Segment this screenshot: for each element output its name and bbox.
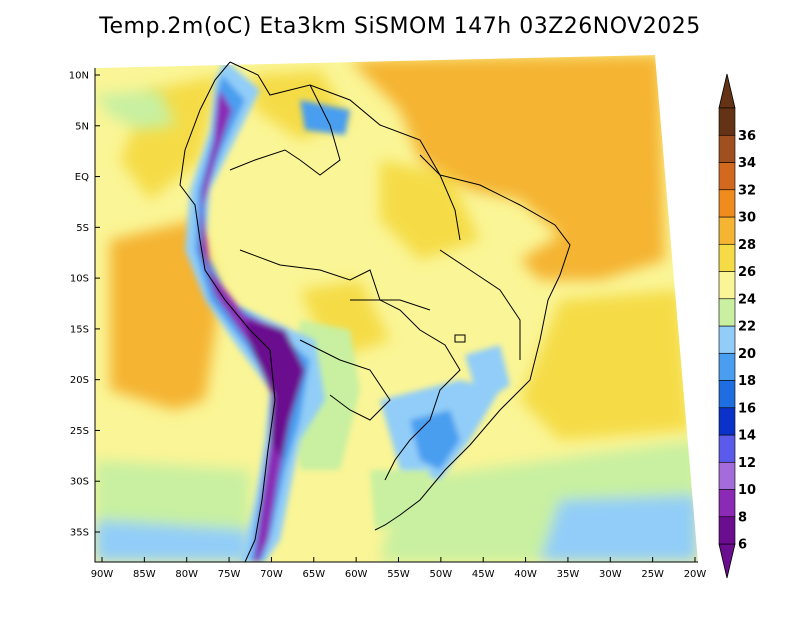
map-frame-axes [94, 68, 698, 563]
lat-tick-label: 20S [70, 375, 89, 386]
colorbar-segment [718, 271, 736, 300]
field-south-pacific-cold [95, 520, 250, 562]
map-title: Temp.2m(oC) Eta3km SiSMOM 147h 03Z26NOV2… [99, 14, 701, 39]
lon-tick-label: 60W [345, 569, 368, 580]
colorbar-level-label: 24 [738, 292, 756, 307]
guianas-border [419, 154, 461, 241]
colorbar-segment [718, 407, 736, 436]
colorbar-level-label: 12 [738, 456, 756, 471]
country-boundaries [179, 61, 571, 563]
field-amazon-warm [380, 160, 480, 260]
colorbar-level-label: 14 [738, 429, 756, 444]
latitude-axis: 10N 5N EQ 5S 10S 15S 20S 25S 30S 35S [69, 71, 100, 539]
field-panama-cool [95, 90, 175, 130]
lon-tick-label: 80W [175, 569, 198, 580]
lat-tick-label: 15S [70, 324, 89, 335]
colorbar-level-label: 6 [738, 538, 747, 553]
colorbar-max-arrow [718, 73, 736, 109]
colombia-venezuela-border [229, 84, 341, 176]
bolivia-paraguay-border [299, 339, 391, 421]
lat-tick-label: 25S [70, 426, 89, 437]
lon-tick-label: 30W [599, 569, 622, 580]
colorbar-segment [718, 461, 736, 490]
colorbar-segment [718, 516, 736, 545]
pacific-coastline [179, 61, 276, 563]
lat-tick-label: 10N [69, 71, 89, 82]
field-atlantic-mid [520, 290, 690, 440]
lon-tick-label: 25W [641, 569, 664, 580]
distrito-federal [454, 334, 466, 343]
field-atlantic-warm [350, 55, 665, 280]
state-border-1 [439, 249, 521, 360]
colorbar-level-label: 32 [738, 183, 756, 198]
lon-tick-label: 40W [514, 569, 537, 580]
colorbar-level-label: 34 [738, 156, 756, 171]
lon-tick-label: 85W [133, 569, 156, 580]
lon-tick-label: 45W [472, 569, 495, 580]
colorbar-segment [718, 216, 736, 245]
colorbar-segment [718, 352, 736, 381]
lat-tick-label: 5S [76, 223, 89, 234]
lon-tick-label: 90W [91, 569, 114, 580]
colorbar-segment [718, 243, 736, 272]
lat-tick-label: 30S [70, 477, 89, 488]
field-uruguay-cool [370, 470, 430, 530]
colorbar-segment [718, 134, 736, 163]
lat-tick-label: 35S [70, 528, 89, 539]
colorbar-segment [718, 380, 736, 409]
colorbar-level-label: 30 [738, 211, 756, 226]
colorbar-segment [718, 325, 736, 354]
colorbar-level-label: 8 [738, 510, 747, 525]
colorbar-level-label: 16 [738, 401, 756, 416]
colorbar-segment [718, 489, 736, 518]
field-serra-cold [410, 410, 460, 470]
colorbar-min-arrow [718, 543, 736, 579]
lon-tick-label: 35W [557, 569, 580, 580]
state-border-2 [350, 299, 431, 311]
brazil-west-border [239, 249, 461, 481]
colorbar-segment [718, 162, 736, 191]
lat-tick-label: 10S [70, 274, 89, 285]
lon-tick-label: 55W [387, 569, 410, 580]
colorbar-segment [718, 189, 736, 218]
lon-tick-label: 65W [302, 569, 325, 580]
field-south-atlantic-cold [540, 495, 698, 562]
field-altiplano-coldest [245, 320, 305, 460]
lon-tick-label: 75W [218, 569, 241, 580]
field-venezuela-highland [300, 100, 350, 135]
colorbar-level-label: 22 [738, 320, 756, 335]
lat-tick-label: EQ [75, 172, 89, 183]
lon-tick-label: 50W [430, 569, 453, 580]
colorbar-level-label: 26 [738, 265, 756, 280]
colorbar-segment [718, 434, 736, 463]
colorbar-level-label: 20 [738, 347, 756, 362]
colorbar-level-label: 10 [738, 483, 756, 498]
colorbar-level-label: 36 [738, 129, 756, 144]
longitude-axis: 90W 85W 80W 75W 70W 65W 60W 55W 50W 45W 40W 35W 30W 2… [91, 557, 707, 580]
colorbar-level-label: 18 [738, 374, 756, 389]
lon-tick-label: 20W [684, 569, 707, 580]
temperature-colorbar: 6 8 10 12 14 16 18 20 22 24 26 28 30 32 34 36 [718, 73, 756, 579]
colorbar-segment [718, 298, 736, 327]
colorbar-segment [718, 107, 736, 136]
lat-tick-label: 5N [75, 121, 89, 132]
colorbar-level-label: 28 [738, 238, 756, 253]
field-minas-cool [465, 345, 510, 405]
lon-tick-label: 70W [260, 569, 283, 580]
atlantic-coastline [229, 61, 571, 531]
